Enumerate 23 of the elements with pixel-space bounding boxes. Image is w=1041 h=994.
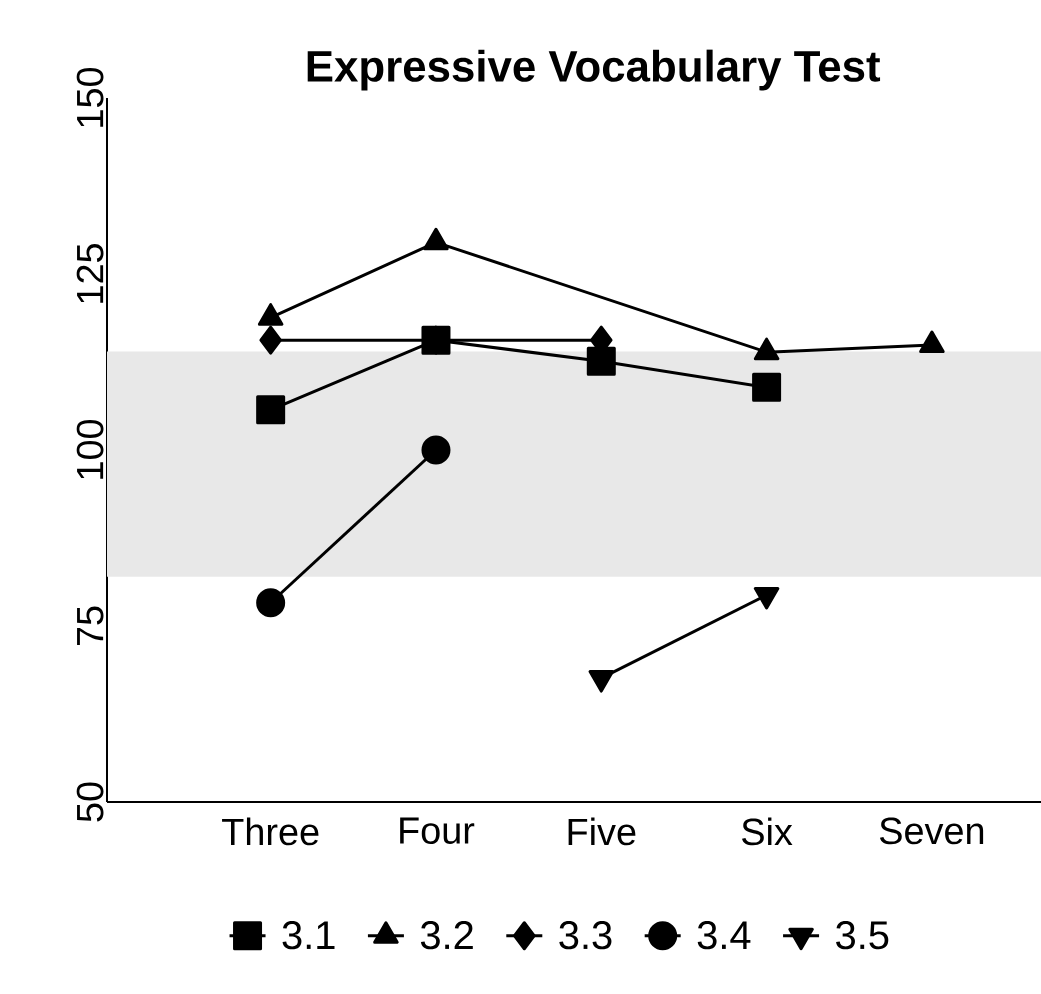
point [586, 346, 616, 376]
point [423, 227, 449, 251]
point [752, 372, 782, 402]
y-tick-label: 125 [76, 244, 104, 303]
legend-label: 3.1 [282, 921, 335, 950]
y-tick-label: 50 [76, 782, 104, 822]
chart-title: Expressive Vocabulary Test [307, 49, 881, 91]
x-tick-label: Six [742, 817, 793, 846]
legend-label: 3.4 [697, 921, 751, 950]
point [256, 395, 286, 425]
point [259, 325, 282, 355]
x-tick-label: Four [400, 817, 475, 844]
y-tick-label: 75 [77, 606, 104, 646]
x-tick-label: Five [568, 817, 636, 846]
legend-label: 3.3 [559, 921, 612, 950]
y-tick-label: 100 [76, 419, 104, 479]
legend-label: 3.5 [836, 921, 889, 950]
x-tick-label: Seven [879, 817, 984, 845]
y-tick-label: 150 [76, 67, 104, 127]
point [257, 303, 284, 326]
point [421, 435, 451, 465]
legend-label: 3.2 [420, 921, 473, 950]
x-tick-label: Three [222, 817, 319, 846]
